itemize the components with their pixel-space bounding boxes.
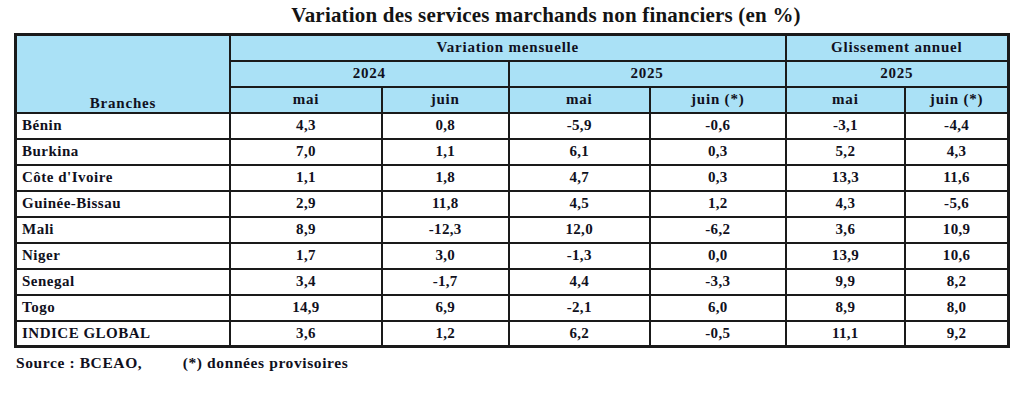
value-cell: 4,7 [509, 165, 651, 191]
value-cell: -12,3 [382, 217, 509, 243]
value-cell: 4,4 [509, 269, 651, 295]
year-header-2025-glissement: 2025 [786, 61, 1009, 87]
table-header: Branches Variation mensuelle Glissement … [16, 35, 1009, 113]
page-title: Variation des services marchands non fin… [0, 3, 1024, 28]
value-cell: 11,1 [786, 321, 906, 347]
provisional-note-label: (*) données provisoires [183, 354, 349, 371]
month-header-juin-2025-glissement: juin (*) [905, 87, 1008, 113]
value-cell: -4,4 [905, 113, 1008, 139]
value-cell: 1,1 [230, 165, 382, 191]
branch-cell: Burkina [16, 139, 230, 165]
value-cell: 6,2 [509, 321, 651, 347]
branch-cell: Niger [16, 243, 230, 269]
value-cell: -1,7 [382, 269, 509, 295]
value-cell: -5,9 [509, 113, 651, 139]
value-cell: 8,9 [230, 217, 382, 243]
value-cell: 0,8 [382, 113, 509, 139]
table-row: Togo14,96,9-2,16,08,98,0 [16, 295, 1009, 321]
month-header-mai-2025: mai [509, 87, 651, 113]
source-label: Source : BCEAO, [16, 354, 142, 371]
value-cell: 6,9 [382, 295, 509, 321]
branch-cell: Côte d'Ivoire [16, 165, 230, 191]
table-row: Côte d'Ivoire1,11,84,70,313,311,6 [16, 165, 1009, 191]
month-header-mai-2024: mai [230, 87, 382, 113]
value-cell: 7,0 [230, 139, 382, 165]
table-row: Senegal3,4-1,74,4-3,39,98,2 [16, 269, 1009, 295]
value-cell: 4,5 [509, 191, 651, 217]
value-cell: 13,9 [786, 243, 906, 269]
value-cell: 4,3 [786, 191, 906, 217]
table-row: Niger1,73,0-1,30,013,910,6 [16, 243, 1009, 269]
group-header-glissement-annuel: Glissement annuel [786, 35, 1009, 61]
month-header-juin-2024: juin [382, 87, 509, 113]
value-cell: -6,2 [650, 217, 786, 243]
services-variation-table: Branches Variation mensuelle Glissement … [14, 33, 1010, 348]
value-cell: 8,2 [905, 269, 1008, 295]
value-cell: 9,9 [786, 269, 906, 295]
value-cell: 1,2 [382, 321, 509, 347]
value-cell: 8,0 [905, 295, 1008, 321]
report-page: Variation des services marchands non fin… [0, 3, 1024, 408]
branch-cell: Togo [16, 295, 230, 321]
value-cell: -0,6 [650, 113, 786, 139]
value-cell: 2,9 [230, 191, 382, 217]
value-cell: 1,1 [382, 139, 509, 165]
value-cell: 0,3 [650, 139, 786, 165]
table-row: INDICE GLOBAL3,61,26,2-0,511,19,2 [16, 321, 1009, 347]
value-cell: -0,5 [650, 321, 786, 347]
value-cell: -1,3 [509, 243, 651, 269]
value-cell: 4,3 [905, 139, 1008, 165]
year-header-2024: 2024 [230, 61, 509, 87]
value-cell: 10,6 [905, 243, 1008, 269]
value-cell: -3,1 [786, 113, 906, 139]
value-cell: 0,0 [650, 243, 786, 269]
value-cell: 3,6 [786, 217, 906, 243]
value-cell: 6,1 [509, 139, 651, 165]
value-cell: -3,3 [650, 269, 786, 295]
branch-cell: Guinée-Bissau [16, 191, 230, 217]
month-header-mai-2025-glissement: mai [786, 87, 906, 113]
value-cell: 1,7 [230, 243, 382, 269]
value-cell: 4,3 [230, 113, 382, 139]
branch-cell: INDICE GLOBAL [16, 321, 230, 347]
branch-cell: Bénin [16, 113, 230, 139]
value-cell: 12,0 [509, 217, 651, 243]
branches-header-cell: Branches [16, 35, 230, 113]
branch-cell: Mali [16, 217, 230, 243]
value-cell: 11,6 [905, 165, 1008, 191]
value-cell: 5,2 [786, 139, 906, 165]
header-row-groups: Branches Variation mensuelle Glissement … [16, 35, 1009, 61]
value-cell: 3,0 [382, 243, 509, 269]
value-cell: 1,2 [650, 191, 786, 217]
value-cell: 10,9 [905, 217, 1008, 243]
value-cell: -2,1 [509, 295, 651, 321]
table-row: Mali8,9-12,312,0-6,23,610,9 [16, 217, 1009, 243]
table-row: Burkina7,01,16,10,35,24,3 [16, 139, 1009, 165]
value-cell: 14,9 [230, 295, 382, 321]
value-cell: 13,3 [786, 165, 906, 191]
value-cell: 6,0 [650, 295, 786, 321]
value-cell: 3,6 [230, 321, 382, 347]
year-header-2025-mensuelle: 2025 [509, 61, 786, 87]
table-row: Bénin4,30,8-5,9-0,6-3,1-4,4 [16, 113, 1009, 139]
table-row: Guinée-Bissau2,911,84,51,24,3-5,6 [16, 191, 1009, 217]
value-cell: 8,9 [786, 295, 906, 321]
value-cell: 0,3 [650, 165, 786, 191]
value-cell: -5,6 [905, 191, 1008, 217]
value-cell: 1,8 [382, 165, 509, 191]
value-cell: 9,2 [905, 321, 1008, 347]
value-cell: 3,4 [230, 269, 382, 295]
source-note: Source : BCEAO, (*) données provisoires [16, 354, 1024, 372]
value-cell: 11,8 [382, 191, 509, 217]
group-header-variation-mensuelle: Variation mensuelle [230, 35, 786, 61]
month-header-juin-2025: juin (*) [650, 87, 786, 113]
table-body: Bénin4,30,8-5,9-0,6-3,1-4,4Burkina7,01,1… [16, 113, 1009, 347]
branch-cell: Senegal [16, 269, 230, 295]
